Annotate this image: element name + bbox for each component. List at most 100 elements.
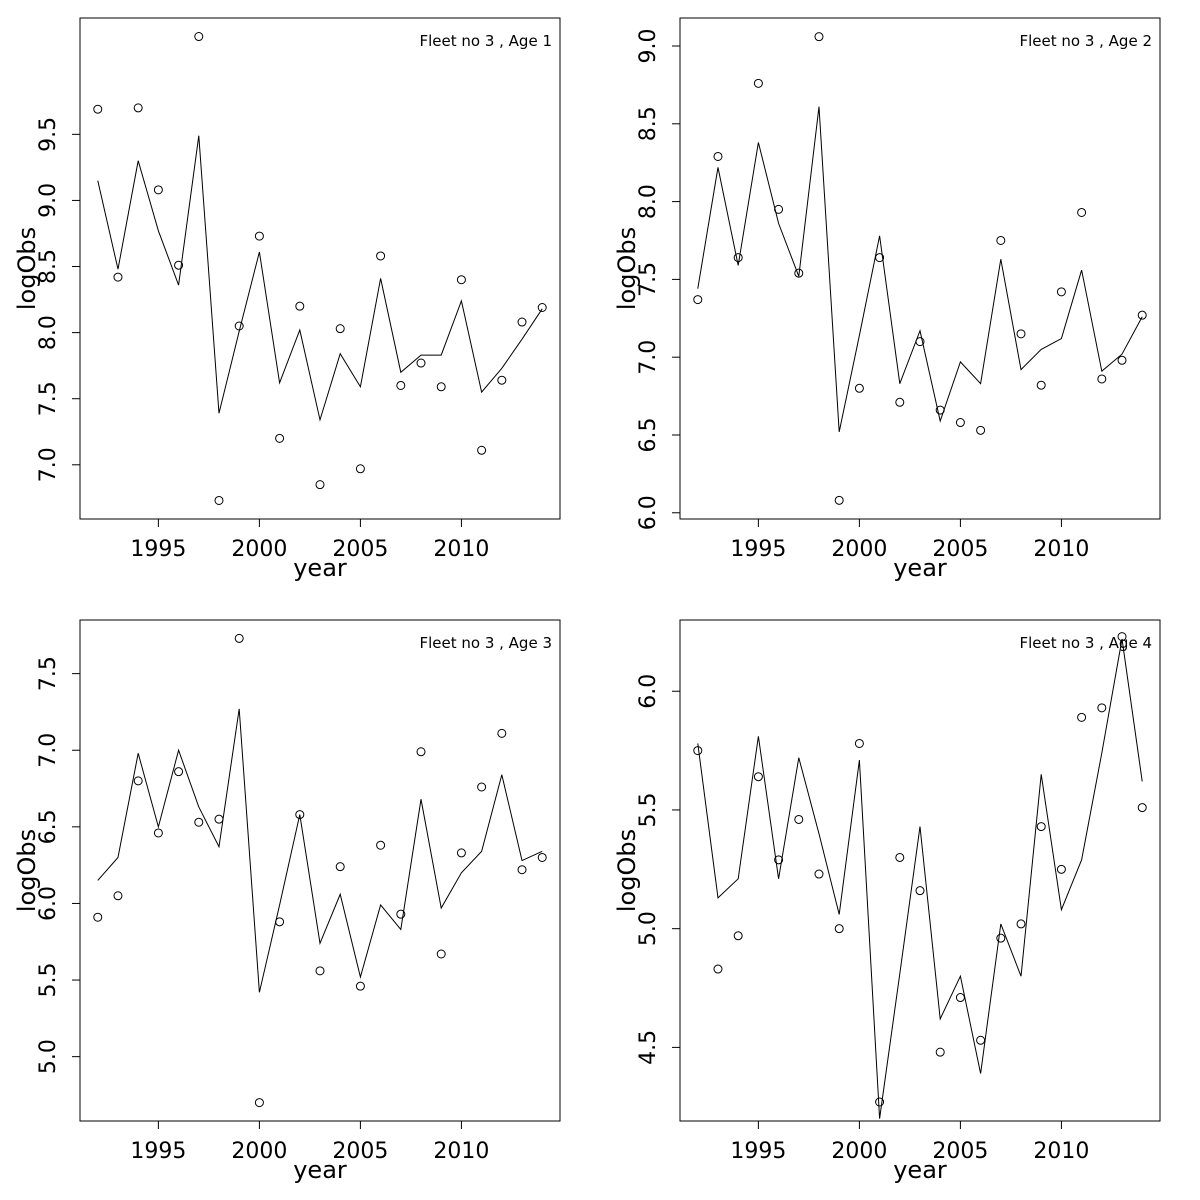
obs-point: [996, 933, 1006, 943]
obs-point: [234, 633, 244, 643]
obs-point: [396, 380, 406, 390]
obs-point: [113, 891, 123, 901]
obs-point: [693, 295, 703, 305]
obs-point: [477, 445, 487, 455]
obs-point: [376, 251, 386, 261]
y-tick-label: 5.5: [36, 963, 61, 998]
y-tick-label: 4.5: [636, 1030, 661, 1065]
obs-point: [133, 776, 143, 786]
x-tick-label: 1995: [730, 1139, 786, 1164]
y-tick-label: 8.0: [636, 184, 661, 219]
y-axis-label: logObs: [613, 829, 641, 912]
obs-point: [113, 272, 123, 282]
obs-point: [194, 817, 204, 827]
y-tick-label: 7.0: [636, 340, 661, 375]
obs-point: [537, 302, 547, 312]
obs-point: [153, 828, 163, 838]
obs-point: [315, 480, 325, 490]
x-axis-label: year: [893, 1156, 947, 1184]
obs-point: [713, 151, 723, 161]
obs-point: [517, 317, 527, 327]
obs-point: [895, 397, 905, 407]
x-tick-label: 2010: [433, 1139, 489, 1164]
obs-point: [733, 931, 743, 941]
obs-point: [416, 747, 426, 757]
obs-point: [214, 495, 224, 505]
fit-line: [697, 638, 1143, 1119]
obs-point: [1097, 374, 1107, 384]
obs-point: [794, 814, 804, 824]
obs-point: [976, 425, 986, 435]
x-axis-label: year: [293, 1156, 347, 1184]
obs-point: [955, 993, 965, 1003]
y-tick-label: 6.5: [636, 417, 661, 452]
obs-point: [376, 840, 386, 850]
y-tick-label: 5.0: [36, 1039, 61, 1074]
obs-point: [456, 275, 466, 285]
obs-point: [935, 1047, 945, 1057]
obs-point: [355, 981, 365, 991]
obs-point: [733, 253, 743, 263]
obs-point: [834, 495, 844, 505]
obs-point: [335, 324, 345, 334]
y-tick-label: 9.0: [636, 29, 661, 64]
obs-point: [854, 738, 864, 748]
x-tick-label: 2005: [332, 1139, 388, 1164]
obs-point: [794, 268, 804, 278]
y-tick-label: 9.5: [36, 117, 61, 152]
panel-title: Fleet no 3 , Age 3: [419, 634, 552, 652]
obs-point: [275, 433, 285, 443]
y-tick-label: 6.0: [636, 495, 661, 530]
panel: Fleet no 3 , Age 3 year logObs 1995 2000 2005…: [13, 619, 561, 1184]
y-tick-label: 5.5: [636, 792, 661, 827]
obs-point: [153, 185, 163, 195]
obs-point: [1077, 712, 1087, 722]
obs-point: [214, 814, 224, 824]
obs-point: [1137, 803, 1147, 813]
fit-line: [697, 106, 1143, 432]
obs-point: [834, 924, 844, 934]
obs-point: [174, 767, 184, 777]
y-axis-label: logObs: [13, 829, 41, 912]
y-axis-label: logObs: [13, 227, 41, 310]
obs-point: [915, 886, 925, 896]
obs-point: [895, 852, 905, 862]
obs-point: [814, 32, 824, 42]
obs-point: [1077, 207, 1087, 217]
obs-point: [753, 78, 763, 88]
obs-point: [396, 909, 406, 919]
x-tick-label: 2000: [231, 1139, 287, 1164]
x-axis-label: year: [293, 554, 347, 582]
obs-point: [416, 358, 426, 368]
fit-line: [97, 708, 543, 993]
y-axis-label: logObs: [613, 227, 641, 310]
x-tick-label: 2005: [932, 537, 988, 562]
obs-point: [996, 235, 1006, 245]
obs-point: [497, 375, 507, 385]
obs-point: [456, 848, 466, 858]
obs-point: [315, 966, 325, 976]
obs-point: [976, 1035, 986, 1045]
plot-box: [79, 619, 561, 1122]
x-tick-label: 1995: [130, 1139, 186, 1164]
x-tick-label: 2005: [932, 1139, 988, 1164]
obs-point: [1016, 919, 1026, 929]
obs-point: [875, 1097, 885, 1107]
obs-point: [234, 321, 244, 331]
x-tick-label: 1995: [730, 537, 786, 562]
y-tick-label: 7.5: [636, 262, 661, 297]
obs-point: [254, 1098, 264, 1108]
panel-title: Fleet no 3 , Age 2: [1019, 32, 1152, 50]
panel-title: Fleet no 3 , Age 4: [1019, 634, 1152, 652]
obs-point: [93, 912, 103, 922]
obs-point: [693, 746, 703, 756]
x-tick-label: 2000: [831, 1139, 887, 1164]
y-tick-label: 7.5: [36, 656, 61, 691]
y-tick-label: 8.0: [36, 315, 61, 350]
fit-line: [97, 135, 543, 422]
obs-point: [295, 810, 305, 820]
y-tick-label: 5.0: [636, 911, 661, 946]
x-tick-label: 2010: [433, 537, 489, 562]
obs-point: [774, 855, 784, 865]
